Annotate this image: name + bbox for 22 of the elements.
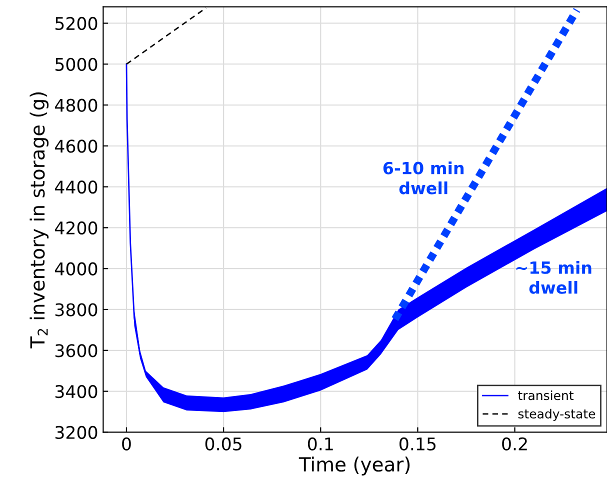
y-tick-label: 4200 — [54, 221, 98, 235]
x-tick-label: 0.2 — [502, 437, 527, 450]
y-tick-label: 3400 — [55, 384, 98, 398]
legend-label: transient — [518, 390, 574, 400]
annotation: ~15 min dwell — [516, 261, 592, 294]
legend-label: steady-state — [518, 408, 596, 421]
y-tick-label: 3200 — [55, 426, 98, 440]
y-tick-label: 4600 — [54, 140, 98, 153]
y-tick-label: 4400 — [54, 180, 98, 194]
y-tick-label: 4800 — [54, 98, 98, 112]
x-tick-label: 0.05 — [205, 437, 242, 450]
y-tick-label: 5000 — [55, 58, 98, 71]
x-tick-label: 0 — [122, 437, 131, 450]
y-tick-label: 3600 — [55, 344, 98, 358]
y-tick-label: 4000 — [54, 262, 98, 276]
x-axis-title: Time (year) — [298, 456, 410, 476]
y-axis-title: T$_{2}$ inventory in storage (g) — [30, 92, 49, 348]
x-tick-label: 0.15 — [400, 437, 436, 450]
annotation: 6-10 min dwell — [383, 162, 464, 194]
y-tick-label: 3800 — [55, 303, 98, 316]
y-tick-label: 5200 — [55, 16, 98, 30]
x-tick-label: 0.1 — [308, 437, 333, 450]
